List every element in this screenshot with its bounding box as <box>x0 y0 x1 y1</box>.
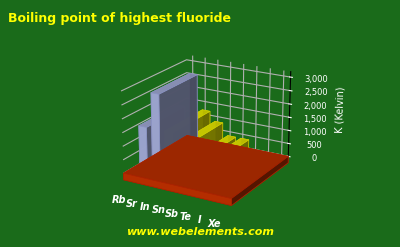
Text: www.webelements.com: www.webelements.com <box>126 227 274 237</box>
Text: Boiling point of highest fluoride: Boiling point of highest fluoride <box>8 12 231 25</box>
